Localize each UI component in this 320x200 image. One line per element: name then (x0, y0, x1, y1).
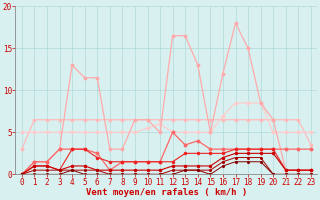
X-axis label: Vent moyen/en rafales ( km/h ): Vent moyen/en rafales ( km/h ) (86, 188, 247, 197)
